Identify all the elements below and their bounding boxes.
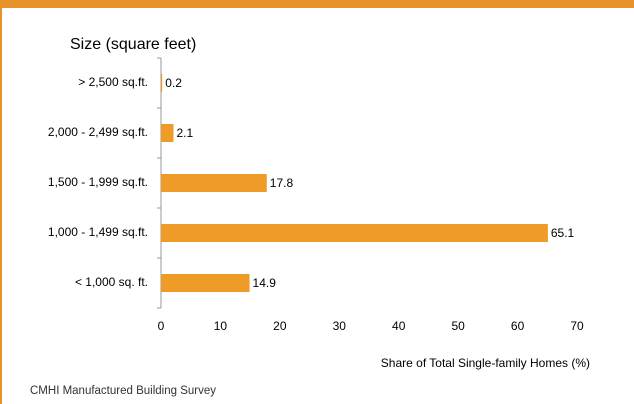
data-label: 65.1 <box>551 226 575 240</box>
y-tick-label: 1,500 - 1,999 sq.ft. <box>48 175 148 189</box>
x-tick-label: 50 <box>451 319 465 333</box>
x-tick-label: 30 <box>333 319 347 333</box>
bar <box>161 124 174 142</box>
x-tick-label: 70 <box>570 319 584 333</box>
x-tick-label: 10 <box>214 319 228 333</box>
data-label: 2.1 <box>176 126 193 140</box>
data-label: 14.9 <box>253 276 277 290</box>
data-label: 17.8 <box>270 176 294 190</box>
left-border <box>0 0 2 404</box>
x-tick-label: 20 <box>273 319 287 333</box>
x-tick-label: 40 <box>392 319 406 333</box>
y-tick-label: < 1,000 sq. ft. <box>75 275 148 289</box>
source: CMHI Manufactured Building Survey <box>30 385 216 397</box>
y-tick-label: > 2,500 sq.ft. <box>78 75 148 89</box>
data-label: 0.2 <box>165 76 182 90</box>
y-tick-label: 2,000 - 2,499 sq.ft. <box>48 125 148 139</box>
x-tick-label: 60 <box>511 319 525 333</box>
y-tick-label: 1,000 - 1,499 sq.ft. <box>48 225 148 239</box>
x-axis-label: Share of Total Single-family Homes (%) <box>381 356 590 370</box>
bar <box>161 174 267 192</box>
chart-title: Size (square feet) <box>70 36 196 53</box>
bar <box>161 274 250 292</box>
top-band <box>0 0 634 8</box>
bar <box>161 224 548 242</box>
bar <box>161 74 163 92</box>
x-tick-label: 0 <box>158 319 165 333</box>
